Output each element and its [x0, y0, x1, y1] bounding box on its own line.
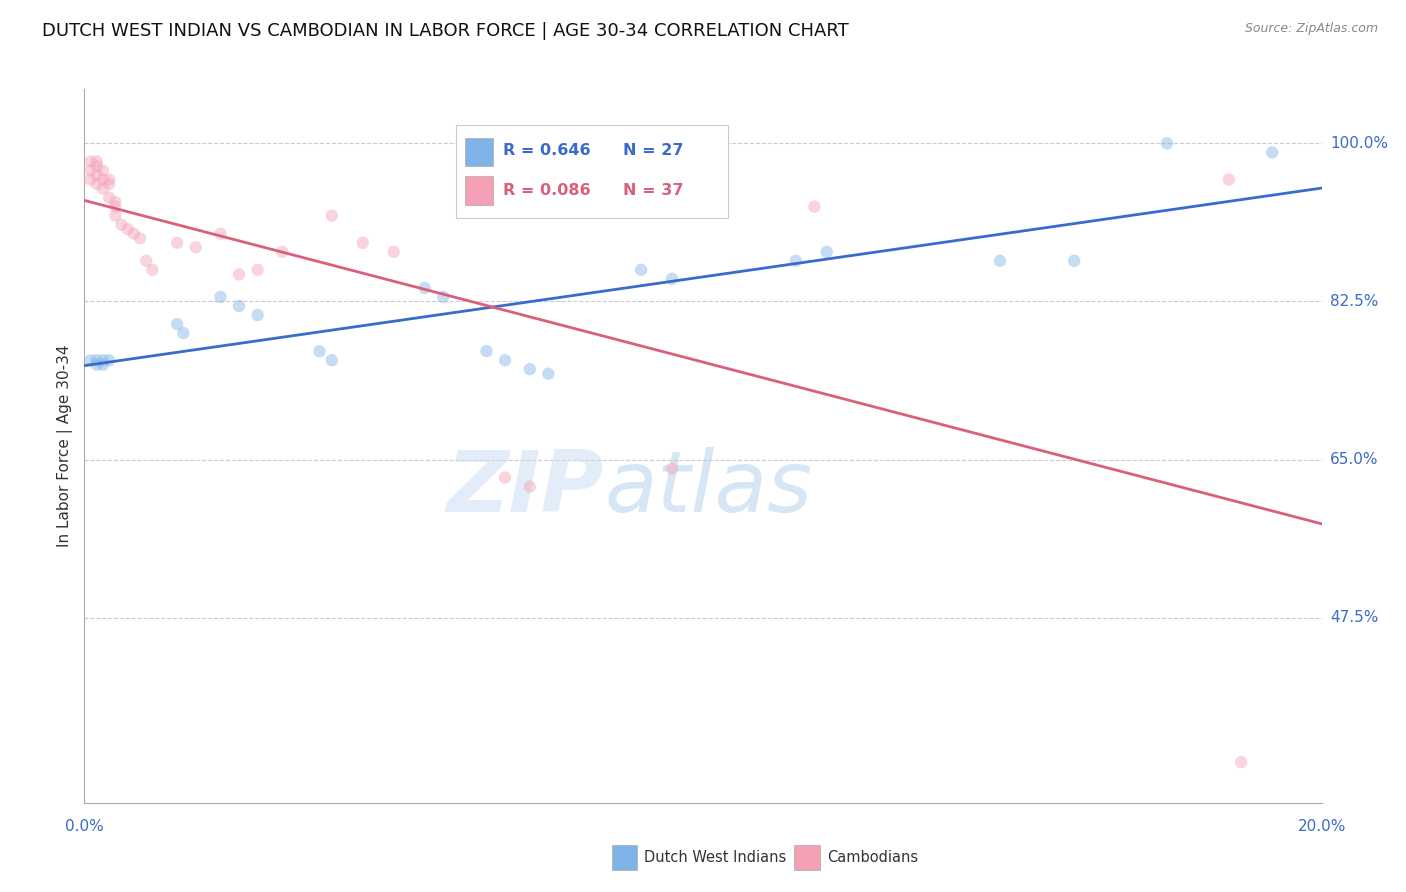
Point: [1156, 136, 1178, 151]
Text: 47.5%: 47.5%: [1330, 610, 1378, 625]
Point: [209, 227, 232, 241]
Text: R = 0.646: R = 0.646: [502, 143, 591, 158]
Point: [129, 231, 152, 245]
Point: [321, 353, 343, 368]
Text: R = 0.086: R = 0.086: [502, 183, 591, 198]
Point: [630, 263, 652, 277]
Point: [117, 222, 139, 236]
Point: [246, 263, 269, 277]
Point: [815, 244, 838, 259]
Point: [91, 163, 114, 178]
Point: [98, 172, 121, 186]
Point: [79, 353, 101, 368]
Point: [166, 235, 188, 250]
Text: Source: ZipAtlas.com: Source: ZipAtlas.com: [1244, 22, 1378, 36]
Text: 82.5%: 82.5%: [1330, 294, 1378, 309]
Point: [86, 168, 108, 182]
Point: [79, 163, 101, 178]
Point: [98, 353, 121, 368]
Text: 0.0%: 0.0%: [65, 819, 104, 834]
Y-axis label: In Labor Force | Age 30-34: In Labor Force | Age 30-34: [58, 344, 73, 548]
Point: [91, 172, 114, 186]
Point: [86, 353, 108, 368]
Point: [988, 253, 1011, 268]
Point: [352, 235, 374, 250]
Point: [141, 263, 163, 277]
Point: [209, 290, 232, 304]
Text: N = 37: N = 37: [623, 183, 683, 198]
Point: [661, 461, 683, 475]
Text: DUTCH WEST INDIAN VS CAMBODIAN IN LABOR FORCE | AGE 30-34 CORRELATION CHART: DUTCH WEST INDIAN VS CAMBODIAN IN LABOR …: [42, 22, 849, 40]
Point: [661, 272, 683, 286]
Point: [1063, 253, 1085, 268]
Text: ZIP: ZIP: [446, 447, 605, 531]
Point: [104, 195, 127, 210]
Point: [803, 200, 825, 214]
Point: [79, 154, 101, 169]
Point: [519, 480, 541, 494]
Point: [86, 159, 108, 173]
Point: [494, 470, 516, 484]
Bar: [465, 177, 492, 205]
Point: [91, 353, 114, 368]
Point: [1218, 172, 1240, 186]
Point: [228, 299, 250, 313]
Point: [98, 191, 121, 205]
Text: N = 27: N = 27: [623, 143, 683, 158]
Point: [321, 209, 343, 223]
Point: [104, 209, 127, 223]
Point: [382, 244, 405, 259]
Point: [98, 177, 121, 191]
Point: [86, 154, 108, 169]
Point: [86, 358, 108, 372]
Point: [1230, 755, 1253, 769]
Text: atlas: atlas: [605, 447, 813, 531]
Point: [271, 244, 294, 259]
Point: [308, 344, 330, 359]
Point: [519, 362, 541, 376]
Point: [135, 253, 157, 268]
Point: [1261, 145, 1284, 160]
Text: Cambodians: Cambodians: [827, 850, 918, 864]
Text: 20.0%: 20.0%: [1298, 819, 1346, 834]
Text: 65.0%: 65.0%: [1330, 452, 1378, 467]
Point: [122, 227, 145, 241]
Point: [494, 353, 516, 368]
Point: [166, 317, 188, 331]
Point: [172, 326, 194, 340]
Point: [184, 240, 207, 254]
Point: [86, 177, 108, 191]
Point: [475, 344, 498, 359]
Point: [432, 290, 454, 304]
Point: [246, 308, 269, 322]
Text: 100.0%: 100.0%: [1330, 136, 1388, 151]
Text: Dutch West Indians: Dutch West Indians: [644, 850, 786, 864]
Point: [79, 172, 101, 186]
FancyBboxPatch shape: [456, 125, 728, 218]
Point: [91, 358, 114, 372]
Bar: [465, 137, 492, 166]
Point: [104, 200, 127, 214]
Point: [91, 181, 114, 195]
Point: [785, 253, 807, 268]
Point: [110, 218, 132, 232]
Point: [413, 281, 436, 295]
Point: [228, 268, 250, 282]
Point: [537, 367, 560, 381]
